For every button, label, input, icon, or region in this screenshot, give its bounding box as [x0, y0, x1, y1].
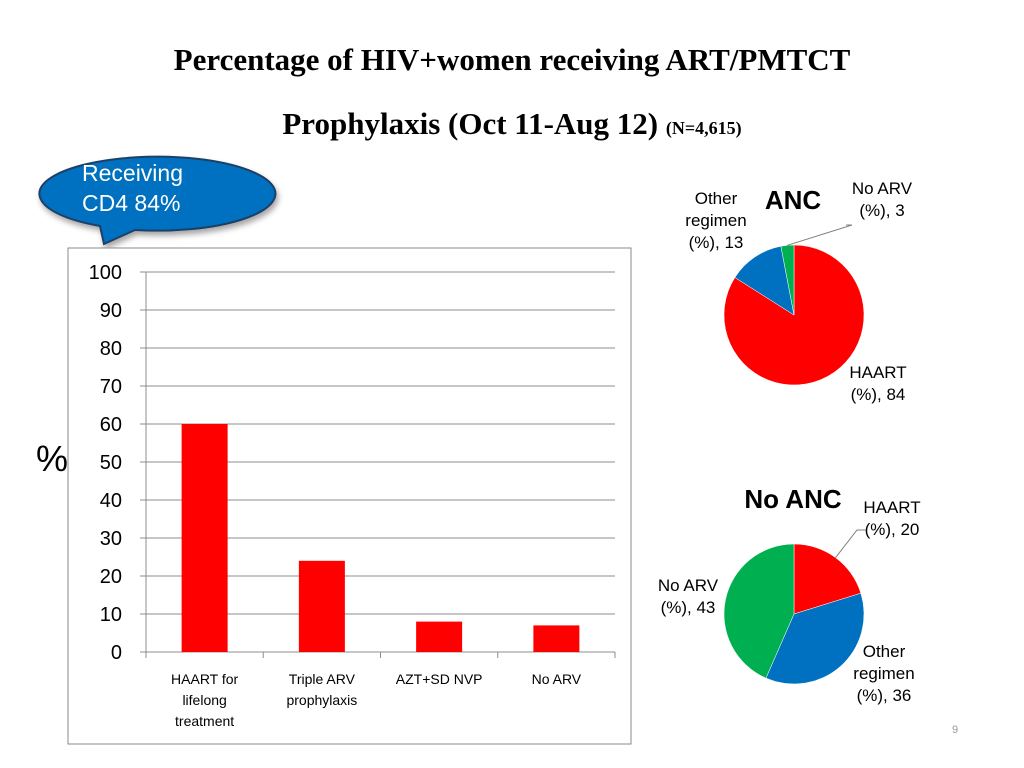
slide-number: 9 — [952, 724, 959, 736]
x-tick-label: AZT+SD NVP — [396, 671, 483, 687]
pie-leader-line — [835, 529, 866, 558]
slide-title-line1: Percentage of HIV+women receiving ART/PM… — [173, 42, 851, 77]
y-tick-label: 10 — [100, 604, 122, 626]
y-tick-label: 70 — [100, 376, 122, 398]
slide-title-n: (N=4,615) — [665, 118, 742, 138]
y-tick-label: 30 — [100, 528, 122, 550]
pie-slice-label: No ARV (%), 43 — [658, 576, 719, 617]
y-tick-label: 100 — [89, 262, 122, 284]
x-tick-label: HAART for lifelong treatment — [171, 671, 239, 729]
bar — [533, 625, 580, 652]
pie-leader-line — [787, 224, 853, 246]
x-tick-label: No ARV — [532, 671, 582, 687]
pie-slice — [793, 543, 862, 615]
pie-slice-label: Other regimen (%), 13 — [685, 189, 746, 252]
pie-title: ANC — [765, 185, 822, 215]
bar — [181, 424, 228, 652]
pie-slice — [765, 592, 865, 685]
y-tick-label: 50 — [100, 452, 122, 474]
pie-slice-label: No ARV (%), 3 — [852, 179, 913, 220]
slide-title-line2: Prophylaxis (Oct 11-Aug 12) (N=4,615) — [0, 106, 1024, 142]
y-tick-label: 20 — [100, 566, 122, 588]
pie-slice-label: HAART (%), 84 — [849, 363, 906, 404]
callout-text: Receiving CD4 84% — [82, 158, 222, 218]
y-tick-label: 90 — [100, 300, 122, 322]
callout-bubble-shape — [38, 155, 277, 246]
x-tick-label: Triple ARV prophylaxis — [286, 671, 357, 708]
y-tick-label: 80 — [100, 338, 122, 360]
pie-title: No ANC — [744, 484, 841, 514]
bar — [298, 560, 345, 652]
bar-chart-frame — [67, 247, 632, 745]
callout-line1: Receiving — [82, 160, 183, 186]
y-axis-label: % — [36, 438, 69, 479]
pie-slice — [734, 245, 795, 316]
y-tick-label: 60 — [100, 414, 122, 436]
y-tick-label: 40 — [100, 490, 122, 512]
pie-slice-label: Other regimen (%), 36 — [853, 642, 914, 705]
bar — [416, 621, 463, 652]
pie-slice — [723, 543, 795, 679]
callout-line2: CD4 84% — [82, 190, 181, 216]
slide-title-period: Prophylaxis (Oct 11-Aug 12) — [282, 106, 659, 141]
pie-slice-label: HAART (%), 20 — [863, 498, 920, 539]
y-tick-label: 0 — [111, 642, 122, 664]
pie-slice — [780, 244, 795, 316]
